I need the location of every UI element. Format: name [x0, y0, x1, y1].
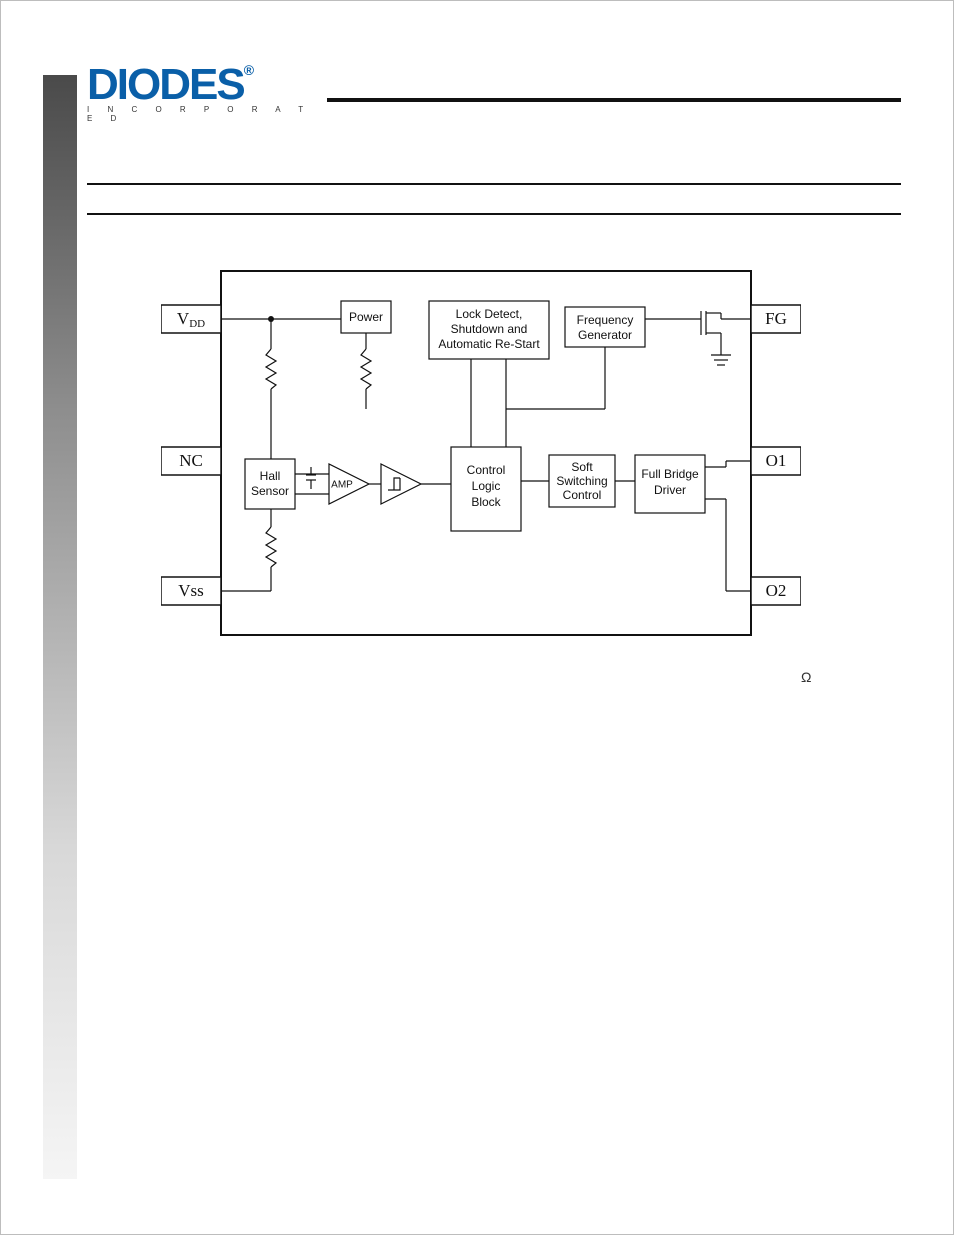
pin-nc-label: NC	[179, 451, 203, 470]
logo-main-text: DIODES	[87, 60, 244, 109]
resistor-r1	[266, 349, 276, 389]
block-power-label: Power	[349, 310, 383, 324]
block-ctrl-l2: Logic	[472, 479, 501, 493]
block-hall-l2: Sensor	[251, 484, 289, 498]
block-lock-l2: Shutdown and	[451, 322, 528, 336]
block-bridge-l2: Driver	[654, 483, 686, 497]
block-diagram: VDD NC Vss FG O1 O2 Power Lock Detect, S…	[161, 259, 801, 649]
rule-mid-1	[87, 183, 901, 185]
pin-fg-label: FG	[765, 309, 787, 328]
block-freq-l1: Frequency	[577, 313, 634, 327]
block-soft-l3: Control	[563, 488, 602, 502]
rule-top	[327, 98, 901, 102]
pin-o2-label: O2	[766, 581, 787, 600]
block-bridge-l1: Full Bridge	[641, 467, 699, 481]
resistor-r3	[266, 527, 276, 567]
pin-vss-label: Vss	[178, 581, 204, 600]
rule-mid-2	[87, 213, 901, 215]
pin-o1-label: O1	[766, 451, 787, 470]
block-freq-l2: Generator	[578, 328, 632, 342]
logo-sub: I N C O R P O R A T E D	[87, 105, 327, 123]
logo-reg: ®	[244, 62, 252, 78]
logo: DIODES® I N C O R P O R A T E D	[87, 63, 327, 125]
logo-main: DIODES®	[87, 63, 327, 107]
block-soft-l1: Soft	[571, 460, 593, 474]
block-schmitt	[381, 464, 421, 504]
resistor-r2	[361, 349, 371, 389]
block-soft-l2: Switching	[556, 474, 607, 488]
block-ctrl-l1: Control	[467, 463, 506, 477]
sidebar-gradient	[43, 75, 77, 1179]
block-lock-l1: Lock Detect,	[456, 307, 523, 321]
page-root: DIODES® I N C O R P O R A T E D VDD NC V…	[0, 0, 954, 1235]
block-amp-label: AMP	[331, 480, 353, 491]
omega-symbol: Ω	[801, 669, 811, 685]
block-lock-l3: Automatic Re-Start	[438, 337, 540, 351]
diagram-svg: VDD NC Vss FG O1 O2 Power Lock Detect, S…	[161, 259, 801, 649]
block-hall-l1: Hall	[260, 469, 281, 483]
block-ctrl-l3: Block	[471, 495, 501, 509]
